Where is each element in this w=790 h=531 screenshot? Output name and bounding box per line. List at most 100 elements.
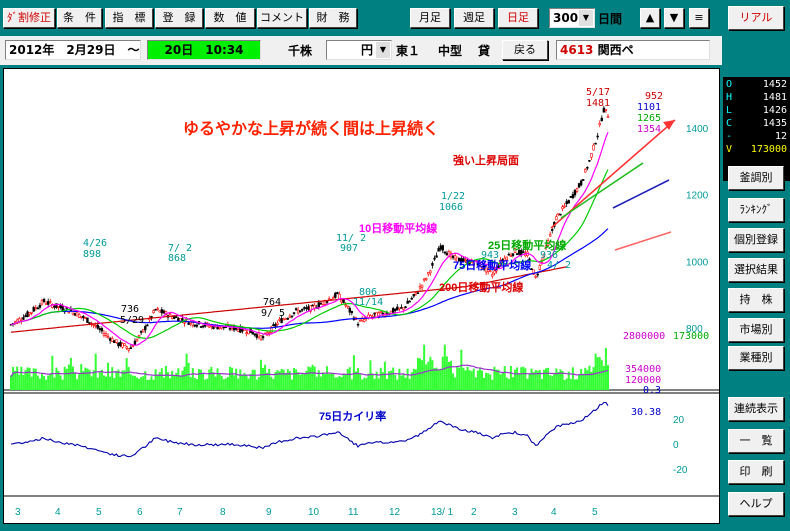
- candle-body: [350, 310, 354, 314]
- condition-button[interactable]: 条 件: [57, 8, 102, 28]
- candle-body: [181, 318, 184, 321]
- volume-bar: [14, 370, 17, 390]
- candle-body: [172, 316, 176, 319]
- candle-body: [199, 326, 203, 328]
- price-label: 952: [645, 91, 663, 102]
- side-button-selection-result[interactable]: 選択結果: [728, 258, 784, 282]
- candle-body: [592, 144, 595, 151]
- volume-bar: [350, 379, 353, 390]
- volume-bar: [441, 356, 444, 390]
- volume-bar: [195, 379, 198, 390]
- candle-body: [445, 252, 449, 256]
- candle-body: [582, 179, 585, 181]
- date-from-field[interactable]: 2012年 2月29日 ～: [5, 40, 141, 60]
- volume-bar: [390, 370, 393, 390]
- volume-bar: [36, 375, 39, 390]
- volume-bar: [102, 375, 105, 390]
- candle-body: [565, 201, 568, 205]
- daily-button[interactable]: 日足: [498, 8, 538, 28]
- candle-body: [400, 306, 403, 309]
- volume-bar: [257, 377, 260, 390]
- volume-bar: [456, 367, 459, 390]
- volume-bar: [460, 349, 463, 390]
- weekly-button[interactable]: 週足: [454, 8, 494, 28]
- volume-bar: [169, 378, 172, 390]
- scroll-up-button[interactable]: ▲: [640, 8, 660, 28]
- volume-bar: [410, 372, 413, 390]
- side-button-help[interactable]: ヘルプ: [728, 492, 784, 516]
- side-button-continuous[interactable]: 連続表示: [728, 397, 784, 421]
- candle-body: [115, 339, 118, 343]
- back-button[interactable]: 戻る: [502, 40, 548, 60]
- side-button-holdings[interactable]: 持 株: [728, 288, 784, 312]
- candle-body: [567, 200, 570, 204]
- volume-bar: [332, 373, 335, 390]
- menu-button[interactable]: ≡: [689, 8, 709, 28]
- date-to-field[interactable]: 20日 10:34: [147, 40, 261, 60]
- candle-body: [418, 286, 422, 289]
- volume-bar: [317, 370, 320, 390]
- volume-bar: [514, 369, 517, 390]
- volume-bar: [357, 368, 360, 390]
- side-button-print[interactable]: 印 刷: [728, 460, 784, 484]
- candle-body: [505, 256, 508, 261]
- volume-bar: [200, 369, 203, 390]
- price-label: 943: [481, 250, 499, 261]
- volume-bar: [140, 377, 143, 390]
- indicator-button[interactable]: 指 標: [105, 8, 153, 28]
- candle-body: [588, 160, 591, 162]
- volume-bar: [74, 373, 77, 390]
- candle-body: [336, 292, 339, 295]
- comment-button[interactable]: コメント: [257, 8, 307, 28]
- chart-area[interactable]: 800 1000 1200 1400 ゆるやかな上昇が続く間は上昇続く 強い上昇局面 10日…: [3, 68, 720, 524]
- ma10-line: [10, 131, 609, 346]
- register-button[interactable]: 登 録: [155, 8, 203, 28]
- volume-bar: [383, 361, 386, 390]
- volume-bar: [142, 376, 145, 390]
- side-button-by-sector[interactable]: 業種別: [728, 346, 784, 370]
- value-button[interactable]: 数 値: [205, 8, 255, 28]
- side-button-by-market[interactable]: 市場別: [728, 318, 784, 342]
- currency-select[interactable]: 円 ▼: [326, 40, 392, 60]
- candle-body: [391, 308, 395, 313]
- finance-button[interactable]: 財 務: [309, 8, 357, 28]
- volume-bar: [136, 377, 139, 390]
- side-button-chart-type[interactable]: 釜調別: [728, 166, 784, 190]
- volume-bar: [419, 358, 422, 390]
- volume-bar: [191, 368, 194, 390]
- volume-bar: [576, 379, 579, 390]
- volume-bar: [381, 372, 384, 390]
- stock-code-field[interactable]: 4613 関西ペ: [556, 40, 710, 60]
- volume-bar: [321, 372, 324, 390]
- volume-bar: [450, 360, 453, 390]
- side-button-individual-register[interactable]: 個別登録: [728, 228, 784, 252]
- volume-bar: [262, 367, 265, 390]
- volume-bar: [288, 371, 291, 390]
- candle-body: [96, 324, 99, 329]
- candle-body: [49, 300, 52, 303]
- dividend-adjust-button[interactable]: ﾀﾞ割修正: [3, 8, 55, 28]
- unit-label: 千株: [288, 44, 313, 58]
- candle-body: [191, 322, 194, 326]
- volume-bar: [299, 374, 302, 390]
- volume-current-label: 173000: [673, 331, 709, 342]
- candle-body: [379, 311, 382, 314]
- scroll-down-button[interactable]: ▼: [664, 8, 684, 28]
- volume-bar: [394, 374, 397, 390]
- real-button[interactable]: リアル: [728, 6, 784, 30]
- volume-bar: [348, 367, 351, 390]
- volume-bar: [367, 373, 370, 390]
- x-tick-label: 3: [512, 507, 518, 518]
- side-button-ranking[interactable]: ﾗﾝｷﾝｸﾞ: [728, 198, 784, 222]
- price-tick-label: 1400: [686, 124, 709, 135]
- monthly-button[interactable]: 月足: [410, 8, 450, 28]
- annotation-ma75: 75日移動平均線: [453, 258, 531, 272]
- volume-bar: [47, 375, 50, 390]
- side-button-list[interactable]: 一 覧: [728, 429, 784, 453]
- volume-bar: [421, 360, 424, 390]
- candle-body: [590, 153, 593, 158]
- candle-body: [61, 306, 64, 311]
- days-select[interactable]: 300 ▼: [549, 8, 595, 28]
- candle-body: [334, 292, 337, 298]
